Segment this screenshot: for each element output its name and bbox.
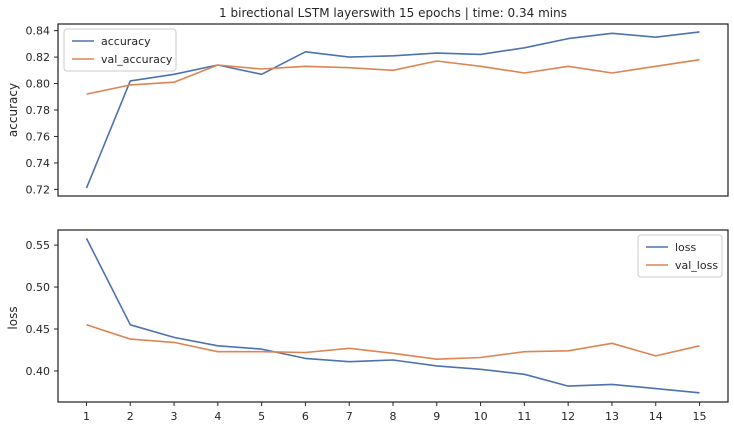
accuracy-y-ticks: 0.72 0.74 0.76 0.78 0.80 0.82 0.84 [26, 25, 58, 196]
accuracy-y-tick-label: 0.76 [26, 130, 51, 143]
x-tick-label: 9 [433, 410, 440, 423]
loss-y-tick-label: 0.50 [26, 281, 51, 294]
legend-label: val_accuracy [101, 53, 173, 66]
loss-series [85, 238, 700, 394]
loss-x-ticks: 1 2 3 4 5 6 7 8 9 10 11 12 13 14 15 [83, 402, 707, 423]
legend-box [637, 234, 723, 278]
x-tick-label: 3 [171, 410, 178, 423]
x-tick-label: 10 [474, 410, 488, 423]
loss-y-tick-label: 0.45 [26, 323, 51, 336]
x-tick-label: 8 [390, 410, 397, 423]
loss-legend: loss val_loss [637, 234, 723, 278]
x-tick-label: 2 [127, 410, 134, 423]
chart-title: 1 birectional LSTM layerswith 15 epochs … [219, 6, 567, 20]
accuracy-y-tick-label: 0.78 [26, 104, 51, 117]
x-tick-label: 14 [649, 410, 663, 423]
accuracy-panel: 1 birectional LSTM layerswith 15 epochs … [6, 6, 729, 197]
accuracy-y-tick-label: 0.80 [26, 78, 51, 91]
accuracy-y-tick-label: 0.82 [26, 51, 51, 64]
legend-label: val_loss [675, 259, 718, 272]
accuracy-y-tick-label: 0.74 [26, 157, 51, 170]
accuracy-y-tick-label: 0.72 [26, 183, 51, 196]
x-tick-label: 1 [83, 410, 90, 423]
series-line-val-loss [86, 324, 700, 361]
loss-y-tick-label: 0.55 [26, 239, 51, 252]
x-tick-label: 6 [302, 410, 309, 423]
series-line-val-accuracy [86, 58, 700, 95]
series-line-loss [85, 238, 700, 394]
accuracy-legend: accuracy val_accuracy [63, 28, 177, 72]
accuracy-series [85, 31, 700, 189]
accuracy-y-axis-label: accuracy [6, 83, 20, 137]
accuracy-y-tick-label: 0.84 [26, 25, 51, 38]
x-tick-label: 7 [346, 410, 353, 423]
legend-box [63, 28, 177, 72]
loss-y-ticks: 0.40 0.45 0.50 0.55 [26, 239, 58, 378]
series-line-accuracy [85, 31, 700, 189]
loss-plot-frame [57, 229, 729, 403]
legend-label: loss [675, 241, 697, 254]
x-tick-label: 15 [693, 410, 707, 423]
loss-y-axis-label: loss [6, 306, 20, 329]
legend-label: accuracy [101, 35, 151, 48]
x-tick-label: 11 [517, 410, 531, 423]
x-tick-label: 12 [561, 410, 575, 423]
x-tick-label: 5 [258, 410, 265, 423]
x-tick-label: 4 [214, 410, 221, 423]
x-tick-label: 13 [605, 410, 619, 423]
loss-y-tick-label: 0.40 [26, 365, 51, 378]
loss-panel: 0.400.450.500.55 1 2 3 4 5 6 7 8 9 10 11 12 13 14 15 l… [6, 229, 729, 423]
